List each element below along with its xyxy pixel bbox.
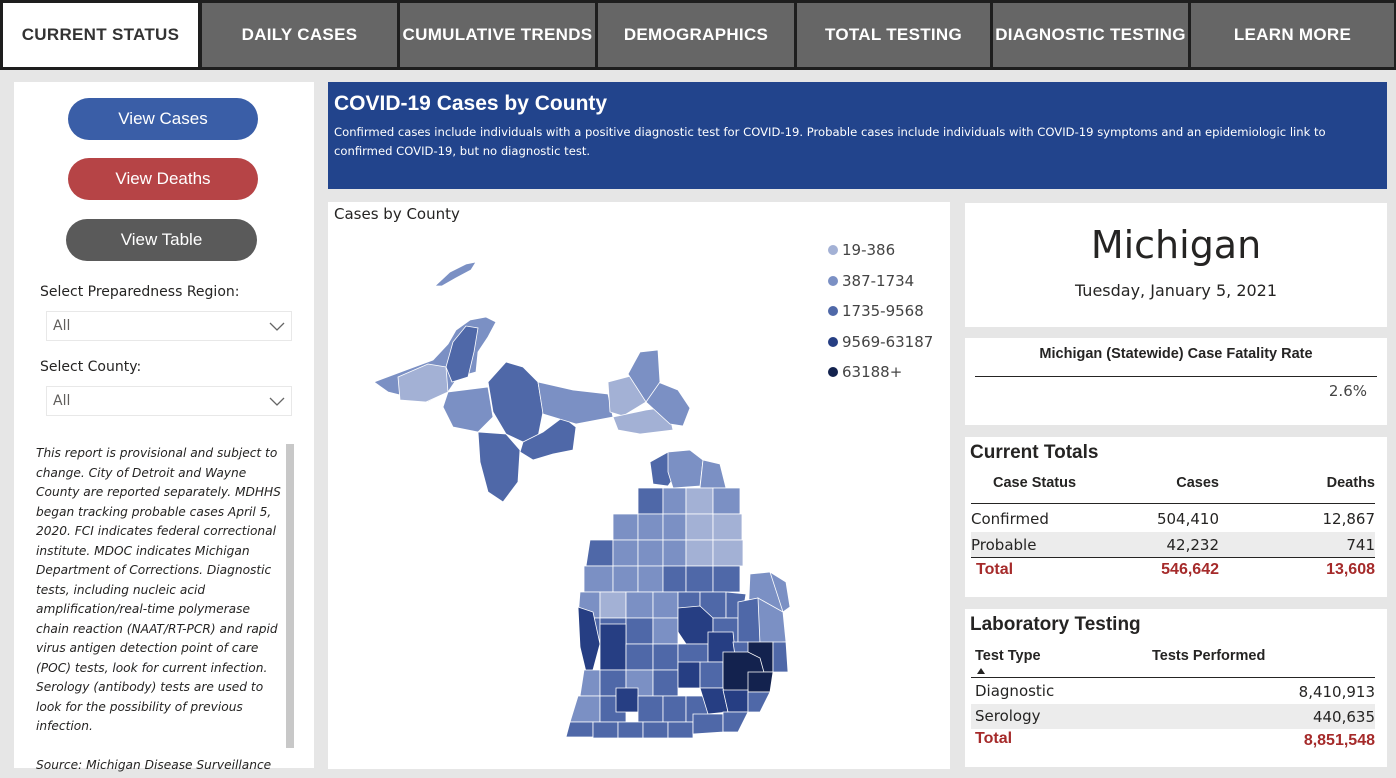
row-deaths: 12,867 (1322, 510, 1376, 528)
totals-header-row: Case Status Cases Deaths (971, 471, 1375, 504)
michigan-county-map[interactable] (328, 202, 950, 769)
totals-title: Current Totals (970, 442, 1099, 463)
legend-label: 1735-9568 (842, 302, 924, 321)
row-status: Confirmed (971, 510, 1049, 528)
tab-cumulative-trends[interactable]: CUMULATIVE TRENDS (399, 0, 597, 70)
report-date: Tuesday, January 5, 2021 (1074, 281, 1278, 300)
lab-total-row: Total 8,851,548 (971, 729, 1375, 755)
chevron-down-icon (269, 322, 285, 331)
legend-item[interactable]: 19-386 (828, 235, 933, 266)
state-name: Michigan (1090, 223, 1262, 267)
county-select[interactable]: All (46, 386, 292, 416)
header-deaths[interactable]: Deaths (1326, 475, 1375, 491)
tab-diagnostic-testing[interactable]: DIAGNOSTIC TESTING (992, 0, 1190, 70)
county-iron-dickinson (442, 386, 494, 433)
tab-current-status[interactable]: CURRENT STATUS (0, 0, 201, 70)
map-legend: 19-386 387-1734 1735-9568 9569-63187 63188+ (828, 235, 933, 388)
legend-item[interactable]: 63188+ (828, 357, 933, 388)
row-cases: 42,232 (1166, 536, 1220, 554)
view-cases-button[interactable]: View Cases (68, 98, 258, 140)
view-table-button[interactable]: View Table (66, 219, 257, 261)
state-card: Michigan Tuesday, January 5, 2021 (965, 203, 1387, 327)
legend-color-dot (828, 306, 838, 317)
lab-header-row: Test Type Tests Performed (971, 645, 1375, 678)
chevron-down-icon (269, 397, 285, 406)
legend-item[interactable]: 9569-63187 (828, 327, 933, 358)
lab-table: Test Type Tests Performed Diagnostic 8,4… (971, 645, 1375, 755)
sort-up-icon[interactable] (977, 668, 985, 674)
case-fatality-card: Michigan (Statewide) Case Fatality Rate … (965, 338, 1387, 425)
tab-demographics[interactable]: DEMOGRAPHICS (597, 0, 796, 70)
row-deaths: 741 (1346, 536, 1375, 554)
map-title: Cases by County (334, 205, 460, 223)
header-tests-performed[interactable]: Tests Performed (1152, 648, 1266, 664)
table-row[interactable]: Diagnostic 8,410,913 (971, 678, 1375, 704)
header-case-status[interactable]: Case Status (993, 475, 1077, 491)
region-filter-label: Select Preparedness Region: (40, 284, 240, 300)
legend-item[interactable]: 387-1734 (828, 266, 933, 297)
report-note: This report is provisional and subject t… (36, 446, 281, 778)
map-card: Cases by County (328, 202, 950, 769)
row-status: Probable (971, 536, 1037, 554)
page-title: COVID-19 Cases by County (334, 92, 608, 115)
totals-total-row: Total 546,642 13,608 (971, 558, 1375, 584)
county-marquette (487, 361, 544, 443)
cfr-title: Michigan (Statewide) Case Fatality Rate (1039, 346, 1313, 362)
lab-total-value: 8,851,548 (1303, 732, 1375, 749)
row-cases: 504,410 (1156, 510, 1219, 528)
tab-total-testing[interactable]: TOTAL TESTING (796, 0, 992, 70)
lab-title: Laboratory Testing (970, 614, 1141, 635)
header-cases[interactable]: Cases (1176, 475, 1219, 491)
page-description: Confirmed cases include individuals with… (334, 125, 1326, 158)
row-tests-performed: 8,410,913 (1298, 683, 1375, 701)
county-keweenaw-isle (433, 261, 477, 287)
legend-color-dot (828, 336, 838, 347)
legend-label: 387-1734 (842, 271, 915, 290)
header-test-type[interactable]: Test Type (975, 648, 1041, 664)
county-luce-north (627, 349, 661, 403)
total-deaths: 13,608 (1326, 561, 1375, 578)
row-tests-performed: 440,635 (1312, 708, 1375, 726)
county-select-value: All (53, 393, 71, 409)
top-nav-tabs: CURRENT STATUS DAILY CASES CUMULATIVE TR… (0, 0, 1396, 70)
current-totals-card: Current Totals Case Status Cases Deaths … (965, 437, 1387, 597)
table-row[interactable]: Confirmed 504,410 12,867 (971, 504, 1375, 532)
legend-item[interactable]: 1735-9568 (828, 296, 933, 327)
region-select-value: All (53, 318, 71, 334)
county-houghton (445, 325, 479, 383)
county-alger-schoolcraft (537, 381, 614, 425)
divider (975, 376, 1377, 377)
row-test-type: Serology (975, 707, 1041, 725)
legend-label: 63188+ (842, 363, 903, 382)
note-scrollbar[interactable] (286, 444, 294, 748)
total-cases: 546,642 (1161, 561, 1219, 578)
legend-color-dot (828, 245, 838, 256)
lower-peninsula-counties (565, 449, 791, 739)
legend-color-dot (828, 275, 838, 286)
lab-total-label: Total (975, 730, 1013, 747)
region-select[interactable]: All (46, 311, 292, 341)
table-row[interactable]: Probable 42,232 741 (971, 532, 1375, 558)
county-mackinac (612, 406, 674, 435)
table-row[interactable]: Serology 440,635 (971, 704, 1375, 729)
legend-color-dot (828, 367, 838, 378)
totals-table: Case Status Cases Deaths Confirmed 504,4… (971, 471, 1375, 584)
header-banner: COVID-19 Cases by County Confirmed cases… (328, 82, 1387, 189)
laboratory-testing-card: Laboratory Testing Test Type Tests Perfo… (965, 609, 1387, 767)
row-test-type: Diagnostic (975, 682, 1055, 700)
county-menominee (477, 431, 521, 503)
left-filter-panel: View Cases View Deaths View Table Select… (14, 82, 314, 778)
total-label: Total (976, 561, 1014, 578)
cfr-value: 2.6% (1328, 382, 1367, 400)
county-delta (519, 416, 577, 461)
tab-learn-more[interactable]: LEARN MORE (1190, 0, 1396, 70)
legend-label: 19-386 (842, 241, 896, 260)
view-deaths-button[interactable]: View Deaths (68, 158, 258, 200)
tab-daily-cases[interactable]: DAILY CASES (201, 0, 399, 70)
county-ontonagon (397, 363, 449, 403)
legend-label: 9569-63187 (842, 332, 934, 351)
county-filter-label: Select County: (40, 359, 142, 375)
